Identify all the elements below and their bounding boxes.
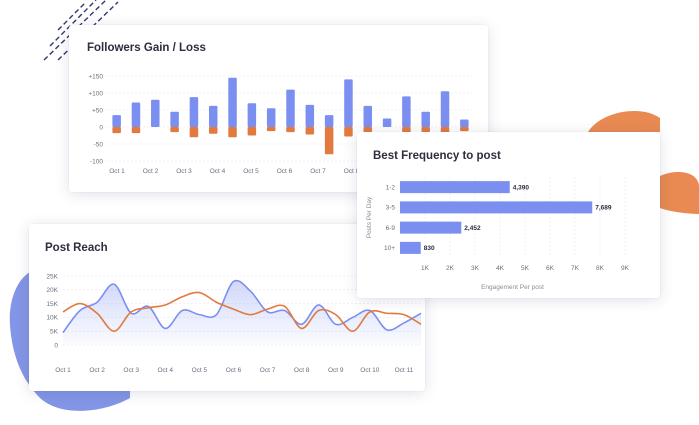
gain-bar	[151, 99, 160, 127]
gain-bar	[421, 111, 430, 127]
frequency-title: Best Frequency to post	[373, 150, 501, 162]
bar-value-label: 830	[424, 245, 435, 252]
y-tick-label: -50	[94, 141, 104, 148]
y-tick-label: 1-2	[386, 184, 396, 191]
reach-series-2-line	[62, 291, 422, 333]
y-tick-label: 6-9	[386, 225, 396, 232]
loss-bar	[286, 127, 295, 133]
reach-series-1-line	[62, 279, 422, 334]
gain-bar	[363, 105, 373, 127]
x-tick-label: Oct 11	[395, 367, 414, 374]
y-tick-label: +150	[88, 73, 103, 80]
orange-blob-shape	[588, 110, 660, 132]
gain-bar	[228, 77, 237, 127]
x-tick-label: Oct 6	[226, 367, 242, 374]
y-tick-label: +50	[92, 107, 103, 114]
y-tick-label: 20K	[46, 287, 58, 294]
gain-bar	[402, 96, 411, 127]
bar-value-label: 2,452	[464, 225, 481, 232]
x-tick-label: 1K	[421, 265, 430, 272]
frequency-bar	[400, 241, 421, 254]
gain-bar	[189, 97, 199, 127]
x-tick-label: Oct 9	[328, 367, 344, 374]
gain-bar	[208, 105, 218, 127]
reach-title: Post Reach	[45, 242, 108, 254]
loss-bar	[170, 127, 179, 133]
x-tick-label: Oct 6	[277, 168, 293, 175]
gain-bar	[324, 115, 334, 127]
x-tick-label: Oct 7	[260, 367, 276, 374]
x-tick-label: Oct 10	[360, 367, 380, 374]
x-tick-label: 9K	[621, 265, 630, 272]
y-tick-label: 3-5	[386, 205, 396, 212]
y-tick-label: 0	[54, 342, 58, 349]
y-tick-label: 5K	[50, 329, 59, 336]
followers-title: Followers Gain / Loss	[87, 42, 206, 54]
y-tick-label: -100	[90, 158, 103, 165]
gain-bar	[266, 108, 276, 127]
x-tick-label: Oct 4	[210, 168, 226, 175]
x-tick-label: Oct 8	[344, 168, 360, 175]
gain-bar	[247, 103, 257, 127]
x-tick-label: Oct 7	[310, 168, 326, 175]
orange-blob-shape-2	[660, 172, 699, 214]
frequency-bar	[400, 201, 593, 214]
loss-bar	[421, 127, 430, 133]
loss-bar	[228, 127, 237, 138]
y-tick-label: 10+	[384, 245, 395, 252]
x-tick-label: Oct 4	[158, 367, 174, 374]
x-tick-label: Oct 1	[55, 367, 71, 374]
loss-bar	[208, 127, 218, 134]
frequency-card: Best Frequency to post 1K 2K 3K 4K 5K 6K 7K 8K 9…	[357, 132, 660, 298]
gain-bar	[286, 89, 295, 127]
x-tick-label: Oct 5	[243, 168, 259, 175]
frequency-bar	[400, 181, 510, 194]
x-tick-label: 4K	[496, 265, 505, 272]
x-tick-label: 7K	[571, 265, 580, 272]
loss-bar	[460, 127, 469, 132]
x-tick-label: Oct 2	[89, 367, 105, 374]
gain-bar	[112, 115, 121, 127]
x-tick-label: Oct 3	[176, 168, 192, 175]
y-tick-label: 0	[99, 124, 103, 131]
gain-bar	[305, 104, 315, 127]
x-tick-label: 5K	[521, 265, 530, 272]
gain-bar	[460, 119, 469, 127]
loss-bar	[324, 127, 334, 155]
bar-value-label: 4,390	[513, 184, 530, 191]
x-tick-label: 6K	[546, 265, 555, 272]
x-tick-label: Oct 3	[123, 367, 139, 374]
gain-bar	[382, 118, 392, 127]
gain-bar	[344, 79, 353, 127]
loss-bar	[305, 127, 315, 135]
y-tick-label: 15K	[46, 301, 58, 308]
followers-chart: +150 +100 +50 0 -50 -100 Oct 1 Oct 2 Oct 3 Oct 4 O…	[88, 73, 474, 175]
y-axis-label: Posts Per Day	[366, 196, 373, 238]
y-tick-label: 25K	[46, 273, 58, 280]
x-tick-label: Oct 8	[294, 367, 310, 374]
x-tick-label: 3K	[471, 265, 480, 272]
frequency-chart: 1K 2K 3K 4K 5K 6K 7K 8K 9K 1-2 4,390 3-5 7,689 6-9 2,4…	[366, 177, 630, 291]
loss-bar	[112, 127, 121, 134]
loss-bar	[247, 127, 257, 136]
x-tick-label: Oct 2	[143, 168, 159, 175]
gain-bar	[131, 102, 141, 127]
frequency-bar	[400, 221, 462, 234]
y-tick-label: +100	[88, 90, 103, 97]
loss-bar	[131, 127, 141, 134]
gain-bar	[440, 91, 450, 127]
x-tick-label: 8K	[596, 265, 605, 272]
x-tick-label: Oct 5	[192, 367, 208, 374]
y-tick-label: 10K	[46, 315, 58, 322]
x-tick-label: Oct 1	[109, 168, 125, 175]
loss-bar	[344, 127, 353, 137]
loss-bar	[266, 127, 276, 132]
x-tick-label: 2K	[446, 265, 455, 272]
gain-bar	[170, 111, 179, 127]
loss-bar	[189, 127, 199, 138]
reach-chart: 25K 20K 15K 10K 5K 0 Oct 1 Oct 2 Oct 3 Oct 4 Oct 5…	[46, 273, 422, 374]
x-axis-label: Engagement Per post	[481, 284, 544, 291]
bar-value-label: 7,689	[595, 205, 612, 212]
